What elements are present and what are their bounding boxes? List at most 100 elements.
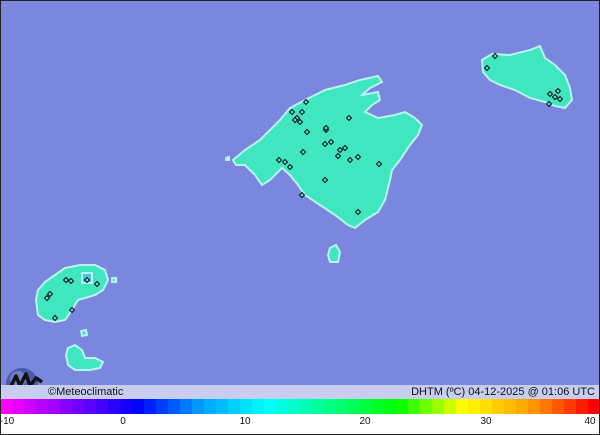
station-marker[interactable] <box>299 148 307 156</box>
color-scale-cell <box>0 399 12 414</box>
island-islet1 <box>79 328 89 338</box>
station-marker[interactable] <box>322 124 330 132</box>
color-scale-cell <box>468 399 480 414</box>
color-scale-cell <box>492 399 504 414</box>
color-scale-cell <box>540 399 552 414</box>
map-canvas[interactable] <box>0 0 600 385</box>
color-scale-cell <box>156 399 168 414</box>
tick-label: 0 <box>120 416 126 427</box>
station-marker[interactable] <box>354 153 362 161</box>
color-scale-cell <box>552 399 564 414</box>
station-marker[interactable] <box>545 100 553 108</box>
station-marker[interactable] <box>334 152 342 160</box>
station-marker[interactable] <box>67 277 75 285</box>
color-scale-cell <box>396 399 408 414</box>
color-scale-cell <box>408 399 420 414</box>
station-marker[interactable] <box>46 290 54 298</box>
island-islet2 <box>111 277 117 283</box>
station-marker[interactable] <box>302 98 310 106</box>
color-scale-cell <box>204 399 216 414</box>
color-scale-ticks: -10 0 10 20 30 40 <box>0 414 600 435</box>
color-scale-cell <box>192 399 204 414</box>
color-scale-cell <box>564 399 576 414</box>
color-scale-cell <box>348 399 360 414</box>
color-scale-cell <box>144 399 156 414</box>
color-scale-cell <box>108 399 120 414</box>
color-scale-cell <box>132 399 144 414</box>
station-marker[interactable] <box>321 140 329 148</box>
station-marker[interactable] <box>298 191 306 199</box>
color-scale-cell <box>24 399 36 414</box>
color-scale-cell <box>72 399 84 414</box>
color-scale-cell <box>432 399 444 414</box>
color-scale-cell <box>84 399 96 414</box>
station-marker[interactable] <box>51 314 59 322</box>
map-caption: DHTM (ºC) 04-12-2025 @ 01:06 UTC <box>411 386 595 398</box>
color-scale-cell <box>120 399 132 414</box>
station-marker[interactable] <box>321 176 329 184</box>
station-marker[interactable] <box>554 87 562 95</box>
island-mallorca <box>231 74 424 230</box>
station-marker[interactable] <box>345 114 353 122</box>
tick-label: 30 <box>480 416 492 427</box>
color-scale-cell <box>180 399 192 414</box>
station-marker[interactable] <box>551 93 559 101</box>
color-scale-cell <box>276 399 288 414</box>
color-scale-cell <box>384 399 396 414</box>
station-marker[interactable] <box>354 208 362 216</box>
color-scale-cell <box>96 399 108 414</box>
color-scale-cell <box>252 399 264 414</box>
color-scale-cell <box>12 399 24 414</box>
tick-label: -10 <box>0 416 15 427</box>
station-marker[interactable] <box>62 276 70 284</box>
station-marker[interactable] <box>483 64 491 72</box>
color-scale-cell <box>216 399 228 414</box>
station-marker[interactable] <box>275 156 283 164</box>
color-scale-cell <box>456 399 468 414</box>
station-marker[interactable] <box>93 280 101 288</box>
tick-label: 40 <box>584 416 596 427</box>
color-scale-cell <box>48 399 60 414</box>
footer-strip: ©Meteoclimatic DHTM (ºC) 04-12-2025 @ 01… <box>0 385 600 399</box>
color-scale-cell <box>360 399 372 414</box>
station-marker[interactable] <box>346 156 354 164</box>
island-formentera <box>64 343 105 371</box>
station-marker[interactable] <box>298 108 306 116</box>
station-marker[interactable] <box>546 90 554 98</box>
color-scale-cell <box>228 399 240 414</box>
color-scale-cell <box>312 399 324 414</box>
color-scale-cell <box>528 399 540 414</box>
station-marker[interactable] <box>43 294 51 302</box>
station-marker[interactable] <box>375 160 383 168</box>
color-scale-cell <box>324 399 336 414</box>
station-marker[interactable] <box>281 158 289 166</box>
color-scale-cell <box>588 399 600 414</box>
station-marker[interactable] <box>303 128 311 136</box>
color-scale-cell <box>504 399 516 414</box>
color-scale-cell <box>576 399 588 414</box>
credit-text: ©Meteoclimatic <box>48 386 124 398</box>
station-marker[interactable] <box>288 108 296 116</box>
color-scale-cell <box>240 399 252 414</box>
color-scale-cell <box>516 399 528 414</box>
station-marker[interactable] <box>327 138 335 146</box>
station-marker[interactable] <box>296 118 304 126</box>
station-marker[interactable] <box>336 146 344 154</box>
station-marker[interactable] <box>491 52 499 60</box>
station-marker[interactable] <box>286 163 294 171</box>
color-scale-cell <box>288 399 300 414</box>
tick-label: 20 <box>359 416 371 427</box>
island-cabrera <box>326 243 342 263</box>
color-scale-cell <box>36 399 48 414</box>
color-scale-cell <box>264 399 276 414</box>
color-scale-cell <box>168 399 180 414</box>
station-marker[interactable] <box>556 95 564 103</box>
station-marker[interactable] <box>341 144 349 152</box>
station-marker[interactable] <box>68 306 76 314</box>
color-scale-cell <box>444 399 456 414</box>
color-scale-cell <box>60 399 72 414</box>
station-marker[interactable] <box>291 116 299 124</box>
station-marker[interactable] <box>83 276 91 284</box>
color-scale-bar <box>0 399 600 414</box>
